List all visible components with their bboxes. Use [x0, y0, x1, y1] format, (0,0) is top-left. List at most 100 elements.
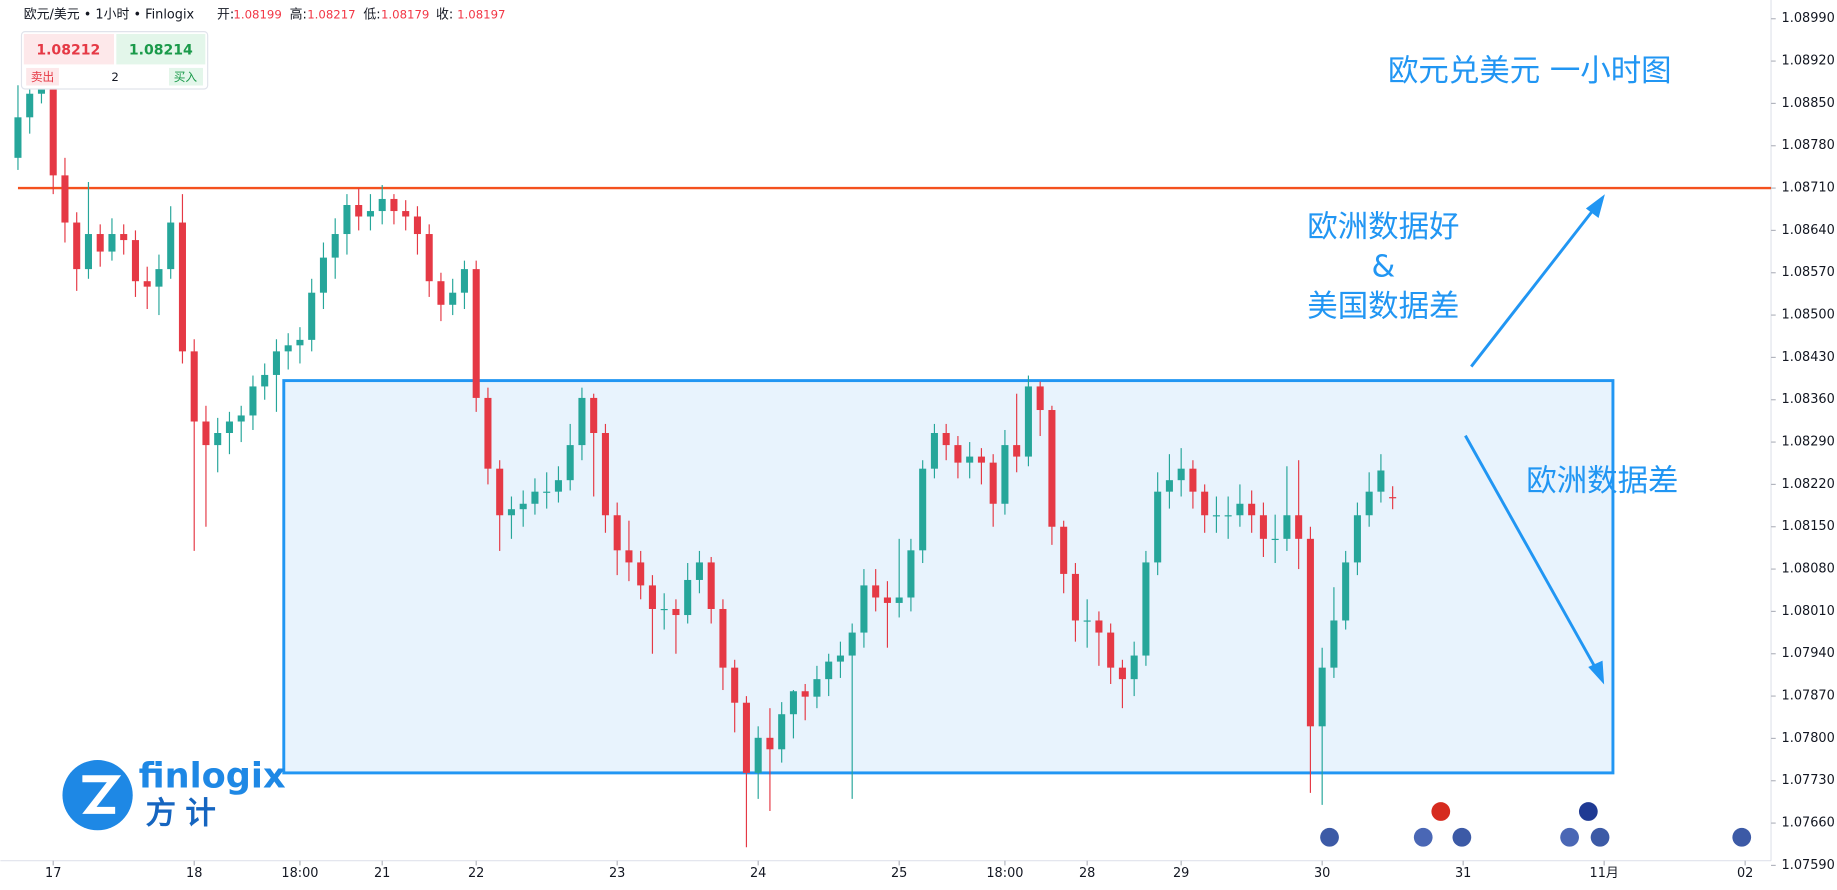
y-tick-label: 1.08220 [1782, 477, 1835, 492]
buy-text: 买入 [174, 70, 198, 84]
candle-body [26, 93, 34, 118]
candle-body [519, 503, 527, 510]
candle-body [272, 351, 280, 375]
candle-body [1024, 386, 1032, 457]
candle-body [1107, 632, 1115, 668]
buy-price: 1.08214 [129, 42, 193, 58]
ohlc-value: 1.08179 [381, 8, 429, 22]
y-tick-label: 1.07870 [1782, 689, 1835, 704]
buy-tag[interactable] [169, 67, 203, 86]
candle-body [425, 234, 433, 282]
candle-body [460, 269, 468, 293]
chart-title: 欧元兑美元 一小时图 [1388, 54, 1672, 89]
candle-body [684, 579, 692, 616]
logo-chinese: 方计 [146, 796, 226, 832]
candle-body [1060, 526, 1068, 574]
x-tick-label: 23 [609, 866, 625, 881]
candle-body [719, 608, 727, 668]
candle-body [472, 269, 480, 398]
flag-us[interactable] [1732, 827, 1752, 847]
candle-body [954, 445, 962, 463]
candle-body [402, 211, 410, 217]
candle-body [731, 667, 739, 703]
symbol: 欧元/美元 • 1小时 • Finlogix [24, 8, 195, 23]
candle-body [637, 562, 645, 586]
arrows [1464, 194, 1605, 685]
candle-body [1165, 480, 1173, 492]
candle-body [261, 374, 269, 387]
candle-body [155, 269, 163, 287]
y-tick-label: 1.08990 [1782, 11, 1835, 26]
sell-tag[interactable] [26, 67, 59, 86]
candle-body [237, 415, 245, 422]
sell-button[interactable] [23, 33, 114, 65]
candle-body [190, 351, 198, 422]
flag-us[interactable] [1590, 827, 1610, 847]
candle-body [919, 468, 927, 551]
candle-body [73, 222, 81, 270]
candle-body [907, 550, 915, 598]
sell-price: 1.08212 [36, 42, 100, 58]
ohlc-label: 开: [217, 8, 234, 23]
candle-body [1130, 655, 1138, 680]
ohlc-value: 1.08199 [233, 8, 281, 22]
x-tick-label: 02 [1737, 866, 1753, 881]
candle-body [1177, 468, 1185, 481]
candle-body [1377, 470, 1385, 492]
candle-body [1271, 538, 1279, 541]
annotation: 欧洲数据差 [1526, 464, 1678, 499]
candle-body [355, 205, 363, 217]
flag-us[interactable] [1452, 827, 1472, 847]
candle-body [496, 468, 504, 516]
logo-z [82, 775, 122, 814]
candle-body [296, 339, 304, 346]
flag-us[interactable] [1320, 827, 1339, 847]
arrow-head [1588, 660, 1605, 685]
candle-body [1330, 620, 1338, 668]
logo-brand: finlogix [139, 756, 286, 797]
candle-body [1283, 515, 1291, 539]
flag-fr[interactable] [1560, 827, 1579, 847]
candle-body [319, 257, 327, 293]
y-tick-label: 1.08010 [1782, 604, 1835, 619]
candle-body [1306, 538, 1314, 727]
y-tick-label: 1.08080 [1782, 562, 1835, 577]
ohlc-value: 1.08197 [457, 8, 505, 22]
buy-button[interactable] [116, 33, 206, 65]
candle-body [825, 661, 833, 680]
candle-body [484, 397, 492, 469]
x-tick-label: 11月 [1590, 866, 1619, 881]
logo: finlogix 方计 [62, 756, 286, 832]
x-tick-label: 29 [1173, 866, 1189, 881]
quantity[interactable]: 2 [111, 70, 118, 84]
candle-body [590, 397, 598, 434]
candle-body [1224, 515, 1232, 517]
y-tick-label: 1.08360 [1782, 392, 1835, 407]
y-tick-label: 1.08570 [1782, 265, 1835, 280]
flag-de[interactable] [1431, 802, 1451, 821]
candle-body [789, 691, 797, 715]
candle-body [554, 480, 562, 492]
x-tick-label: 18:00 [986, 866, 1023, 881]
x-tick-label: 18:00 [281, 866, 318, 881]
flag-fr[interactable] [1413, 827, 1433, 847]
candle-body [848, 632, 856, 656]
candle-body [390, 198, 398, 212]
flag-eu[interactable] [1578, 802, 1598, 821]
candle-body [308, 292, 316, 340]
candle-body [1248, 503, 1256, 516]
candle-body [942, 433, 950, 446]
y-tick-label: 1.07800 [1782, 731, 1835, 746]
candle-body [214, 433, 222, 446]
annotation: & [1372, 250, 1396, 285]
candle-body [249, 386, 257, 416]
candle-body [1342, 562, 1350, 621]
candle-body [1189, 468, 1197, 492]
y-tick-label: 1.07940 [1782, 646, 1835, 661]
x-tick-label: 21 [374, 866, 390, 881]
background-layer [0, 0, 1772, 862]
candle-body [648, 585, 656, 609]
x-tick-label: 30 [1314, 866, 1330, 881]
